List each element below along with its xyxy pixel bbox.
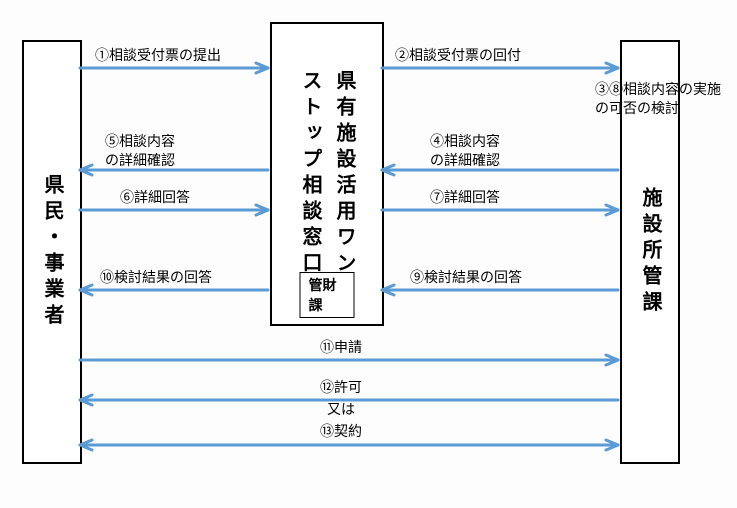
label-l5: ⑤相談内容の詳細確認 [105, 132, 205, 170]
arrow-a2 [606, 63, 618, 73]
label-l10: ⑩検討結果の回答 [100, 268, 212, 287]
arrow-a1 [256, 63, 268, 73]
label-l7: ⑦詳細回答 [430, 188, 500, 207]
arrow-a13 [80, 440, 618, 450]
label-l12: ⑫許可 [320, 378, 362, 397]
label-l11: ⑪申請 [320, 338, 362, 357]
actor-left-label: 県民・事業者 [38, 174, 66, 330]
label-l13: ⑬契約 [320, 422, 362, 441]
actor-center: ストップ相談窓口 県有施設活用ワン 管財課 [270, 22, 384, 326]
label-l3: ③⑧相談内容の実施の可否の検討 [595, 80, 730, 118]
label-l1: ①相談受付票の提出 [95, 46, 221, 65]
actor-center-line2: 県有施設活用ワン [330, 70, 358, 278]
label-l6: ⑥詳細回答 [120, 188, 190, 207]
label-l4: ④相談内容の詳細確認 [430, 132, 530, 170]
actor-right-label: 施設所管課 [636, 187, 664, 317]
arrow-a11 [606, 355, 618, 365]
actor-center-sublabel: 管財課 [300, 272, 355, 318]
label-l9: ⑨検討結果の回答 [410, 268, 522, 287]
label-l12b: 又は [327, 400, 355, 419]
arrow-a7 [606, 205, 618, 215]
actor-left: 県民・事業者 [22, 40, 82, 464]
arrow-a6 [256, 205, 268, 215]
actor-center-line1: ストップ相談窓口 [296, 70, 324, 278]
label-l2: ②相談受付票の回付 [395, 46, 521, 65]
